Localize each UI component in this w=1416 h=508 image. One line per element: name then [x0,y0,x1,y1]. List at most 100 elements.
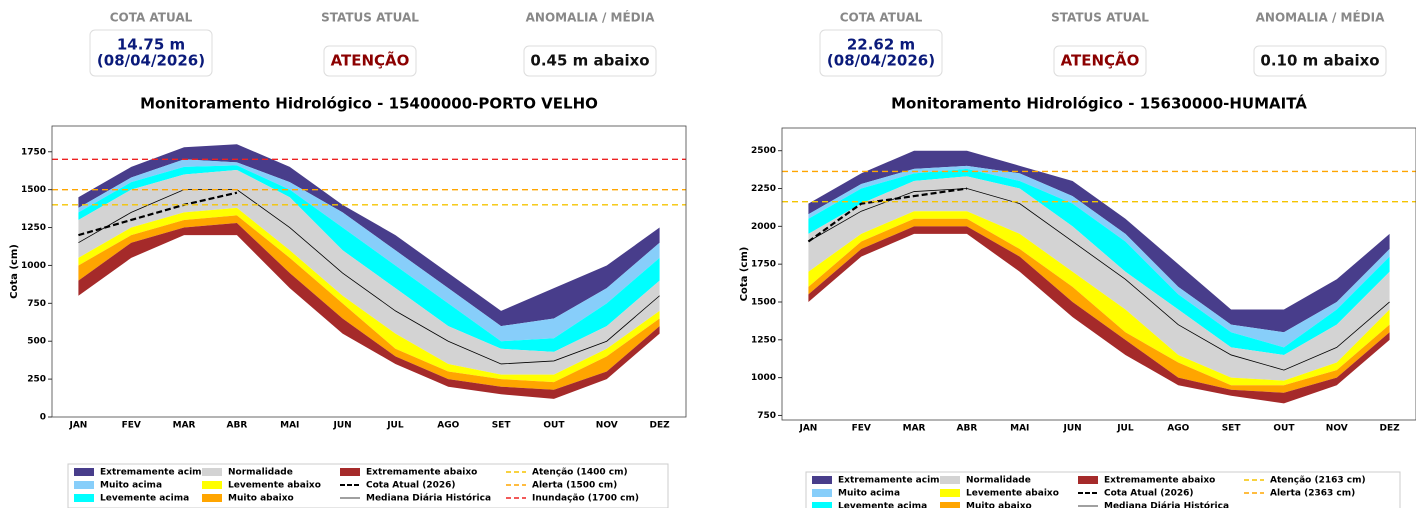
card-value: ATENÇÃO [1061,51,1140,70]
card-value: 22.62 m [847,36,915,54]
x-tick-label: NOV [596,421,618,431]
band-area [808,176,1390,381]
legend-swatch [940,489,960,497]
panel: COTA ATUAL 22.62 m(08/04/2026) STATUS ATUA… [739,10,1416,508]
legend-label: Muito abaixo [228,494,294,504]
x-tick-label: ABR [227,421,248,431]
band-area [78,169,660,375]
chart-title: Monitoramento Hidrológico - 15630000-HUM… [891,94,1307,113]
card [523,45,657,77]
x-tick-label: FEV [122,421,141,431]
x-tick-label: OUT [543,421,565,431]
x-tick-label: MAI [280,421,299,431]
legend-label: Normalidade [228,468,293,478]
card-label: STATUS ATUAL [1051,11,1149,25]
x-tick-label: AGO [437,421,459,431]
band-area [78,215,660,390]
card-value: (08/04/2026) [97,52,205,70]
card [1253,45,1387,77]
plot-frame [781,127,1416,421]
x-tick-label: SET [492,421,512,431]
y-tick-label: 1000 [751,373,776,383]
card-value: 14.75 m [117,36,185,54]
card-label: ANOMALIA / MÉDIA [1256,10,1385,25]
legend-label: Muito abaixo [966,502,1032,508]
panel: COTA ATUAL 14.75 m(08/04/2026) STATUS ATUA… [9,10,687,508]
y-tick-label: 1750 [21,147,46,157]
band-area [78,159,660,342]
y-tick-label: 1250 [751,335,776,345]
legend-label: Extremamente abaixo [366,468,477,478]
card [89,29,213,77]
card-label: STATUS ATUAL [321,11,419,25]
band-area [78,165,660,352]
legend-label: Mediana Diária Histórica [366,493,491,504]
legend-label: Atenção (2163 cm) [1270,476,1366,486]
legend-label: Cota Atual (2026) [1104,489,1194,499]
legend-label: Alerta (2363 cm) [1270,489,1355,499]
legend-swatch [812,476,832,484]
card-value: 0.10 m abaixo [1260,52,1379,70]
card-label: ANOMALIA / MÉDIA [526,10,655,25]
x-tick-label: OUT [1273,424,1295,434]
y-tick-label: 500 [27,337,46,347]
x-tick-label: NOV [1326,424,1348,434]
x-tick-label: MAI [1010,424,1029,434]
band-area [808,218,1390,393]
y-tick-label: 2250 [751,184,776,194]
legend-label: Inundação (1700 cm) [532,494,639,504]
line-series [807,187,968,243]
legend-swatch [812,489,832,497]
legend-swatch [202,481,222,489]
x-tick-label: JAN [68,421,87,431]
card-value: ATENÇÃO [331,51,410,70]
band-area [808,211,1390,386]
card-value: (08/04/2026) [827,52,935,70]
legend-label: Cota Atual (2026) [366,481,456,491]
legend-swatch [202,468,222,476]
y-tick-label: 1500 [751,297,776,307]
legend-swatch [940,476,960,484]
card-label: COTA ATUAL [110,11,193,25]
legend-label: Alerta (1500 cm) [532,481,617,491]
y-tick-label: 750 [27,299,46,309]
chart-title: Monitoramento Hidrológico - 15400000-POR… [140,95,598,113]
x-tick-label: JUN [332,421,351,431]
card-value: 0.45 m abaixo [530,52,649,70]
legend-label: Levemente acima [100,494,189,504]
legend-swatch [202,494,222,502]
y-tick-label: 1500 [21,185,46,195]
band-area [808,226,1390,404]
line-series [78,189,660,365]
x-tick-label: JUN [1062,424,1081,434]
legend-label: Extremamente abaixo [1104,476,1215,486]
y-tick-label: 2500 [751,146,776,156]
y-tick-label: 2000 [751,222,776,232]
x-tick-label: FEV [852,424,871,434]
legend-swatch [1078,476,1098,484]
x-tick-label: SET [1222,424,1242,434]
y-tick-label: 1750 [751,260,776,270]
x-tick-label: MAR [903,424,926,434]
card [323,45,417,77]
legend-label: Levemente abaixo [966,489,1059,499]
x-tick-label: DEZ [650,421,671,431]
x-tick-label: MAR [173,421,196,431]
x-tick-label: ABR [957,424,978,434]
y-tick-label: 750 [757,411,776,421]
legend-label: Normalidade [966,476,1031,486]
x-tick-label: DEZ [1380,424,1401,434]
legend-swatch [812,502,832,508]
legend-label: Muito acima [100,481,162,491]
card [1053,45,1147,77]
x-tick-label: AGO [1167,424,1189,434]
card-label: COTA ATUAL [840,11,923,25]
legend-label: Levemente acima [838,502,927,508]
legend-label: Muito acima [838,489,900,499]
band-area [808,165,1390,348]
legend-label: Mediana Diária Histórica [1104,501,1229,508]
legend-label: Extremamente acima [838,476,946,486]
x-tick-label: JUL [1116,424,1134,434]
y-tick-label: 0 [40,413,46,423]
